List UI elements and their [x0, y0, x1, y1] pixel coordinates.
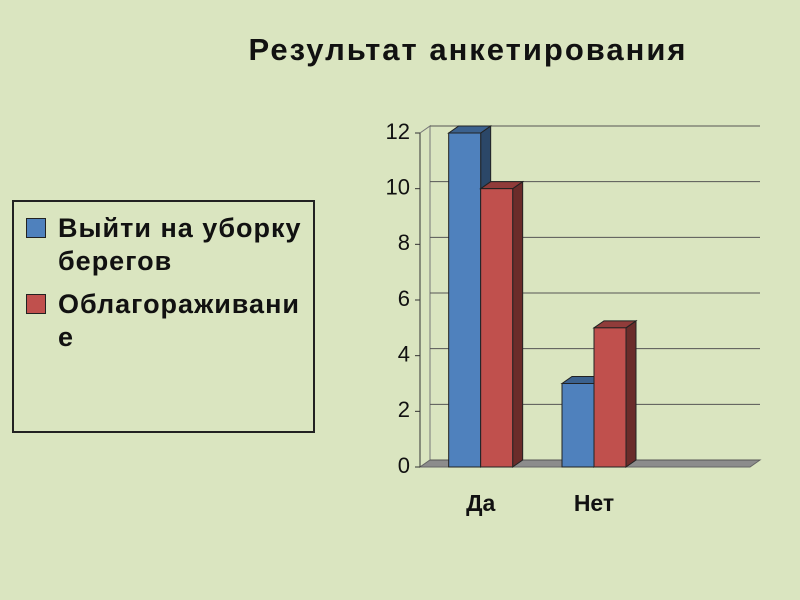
- x-tick-label: Нет: [574, 490, 614, 516]
- legend-item: Выйти на уборку берегов: [22, 212, 305, 278]
- bar: [593, 327, 627, 468]
- bar-side: [512, 180, 524, 468]
- bar-side: [625, 319, 637, 468]
- bar: [480, 188, 514, 468]
- legend-item: Облагораживание: [22, 288, 305, 354]
- chart-title: Результат анкетирования: [248, 32, 687, 67]
- legend-swatch: [26, 218, 46, 238]
- legend-label: Облагораживание: [58, 289, 300, 352]
- bar: [448, 132, 482, 468]
- bar: [561, 383, 595, 468]
- back-wall: [419, 125, 431, 468]
- y-tick-label: 0: [398, 453, 410, 478]
- legend-swatch: [26, 294, 46, 314]
- y-tick-label: 8: [398, 230, 410, 255]
- y-tick-label: 12: [386, 119, 410, 144]
- y-tick-label: 6: [398, 286, 410, 311]
- y-tick-label: 4: [398, 341, 410, 366]
- x-tick-label: Да: [466, 490, 495, 516]
- legend-label: Выйти на уборку берегов: [58, 213, 302, 276]
- legend: Выйти на уборку берегов Облагораживание: [12, 200, 315, 433]
- y-tick-label: 10: [386, 174, 410, 199]
- y-tick-label: 2: [398, 397, 410, 422]
